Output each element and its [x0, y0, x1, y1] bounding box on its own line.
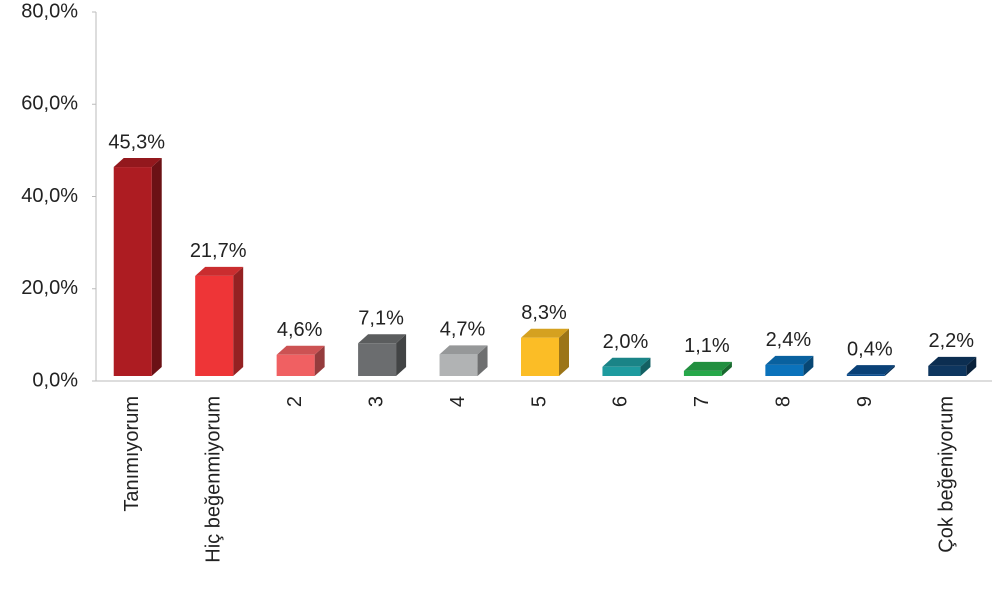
bar-top	[276, 345, 325, 355]
y-tick-label: 20,0%	[21, 277, 78, 299]
x-tick-label: 9	[854, 396, 876, 407]
bar-side	[884, 365, 895, 376]
data-label: 8,3%	[521, 302, 567, 324]
bar-front	[846, 374, 885, 376]
bar-side	[721, 361, 732, 376]
bar	[113, 158, 162, 376]
x-tick-label: 6	[610, 396, 632, 407]
bar	[846, 365, 895, 376]
y-tick-label: 40,0%	[21, 185, 78, 207]
bar	[765, 355, 814, 376]
data-label: 45,3%	[108, 131, 165, 153]
x-tick-label: Çok beğeniyorum	[936, 396, 958, 553]
y-tick-label: 60,0%	[21, 93, 78, 115]
data-label: 0,4%	[847, 338, 893, 360]
data-label: 1,1%	[684, 335, 730, 357]
bar-front	[521, 337, 559, 376]
data-label: 2,4%	[766, 329, 812, 351]
bar-side	[233, 266, 244, 376]
bar-side	[151, 158, 162, 376]
bar-top	[683, 361, 732, 371]
bar-front	[276, 354, 315, 376]
x-tick-label: Hiç beğenmiyorum	[202, 396, 224, 563]
bar-top	[113, 158, 162, 168]
x-tick-label: 4	[447, 396, 469, 407]
bar-top	[439, 345, 488, 355]
bar-front	[683, 370, 722, 376]
data-label: 21,7%	[190, 240, 247, 262]
x-tick-label: 2	[284, 396, 306, 407]
bar-top	[846, 365, 895, 375]
bar	[439, 345, 488, 376]
bar	[358, 334, 407, 376]
bar	[602, 357, 651, 376]
bar-top	[765, 355, 814, 365]
y-tick-label: 0,0%	[32, 369, 78, 391]
x-tick-label: 8	[773, 396, 795, 407]
data-label: 4,6%	[277, 319, 323, 341]
bar	[276, 345, 325, 376]
x-tick-label: 3	[365, 396, 387, 407]
bar	[521, 328, 569, 376]
bar-front	[195, 275, 234, 376]
bar-side	[640, 357, 651, 376]
bar-front	[928, 365, 967, 376]
x-tick-label: 5	[528, 396, 550, 407]
x-tick-label: Tanımıyorum	[121, 396, 143, 512]
bar	[195, 266, 244, 376]
bar-front	[765, 364, 804, 376]
bar-side	[803, 355, 814, 376]
y-tick-label: 80,0%	[21, 0, 78, 22]
bar-top	[521, 328, 569, 338]
data-label: 7,1%	[358, 308, 404, 330]
bar-front	[113, 167, 152, 376]
bar-side	[559, 328, 569, 376]
data-label: 2,0%	[603, 331, 649, 353]
bar-side	[966, 356, 977, 376]
bar-side	[314, 345, 325, 376]
bar-front	[358, 343, 397, 376]
bar-top	[358, 334, 407, 344]
bar-front	[602, 366, 641, 376]
bar-side	[477, 345, 488, 376]
bar-front	[439, 354, 478, 376]
x-tick-label: 7	[691, 396, 713, 407]
bar-top	[928, 356, 977, 366]
data-label: 4,7%	[440, 319, 486, 341]
bar-top	[602, 357, 651, 367]
bar	[928, 356, 977, 376]
bar-side	[396, 334, 407, 376]
bar-top	[195, 266, 244, 276]
data-label: 2,2%	[928, 330, 974, 352]
bar	[683, 361, 732, 376]
